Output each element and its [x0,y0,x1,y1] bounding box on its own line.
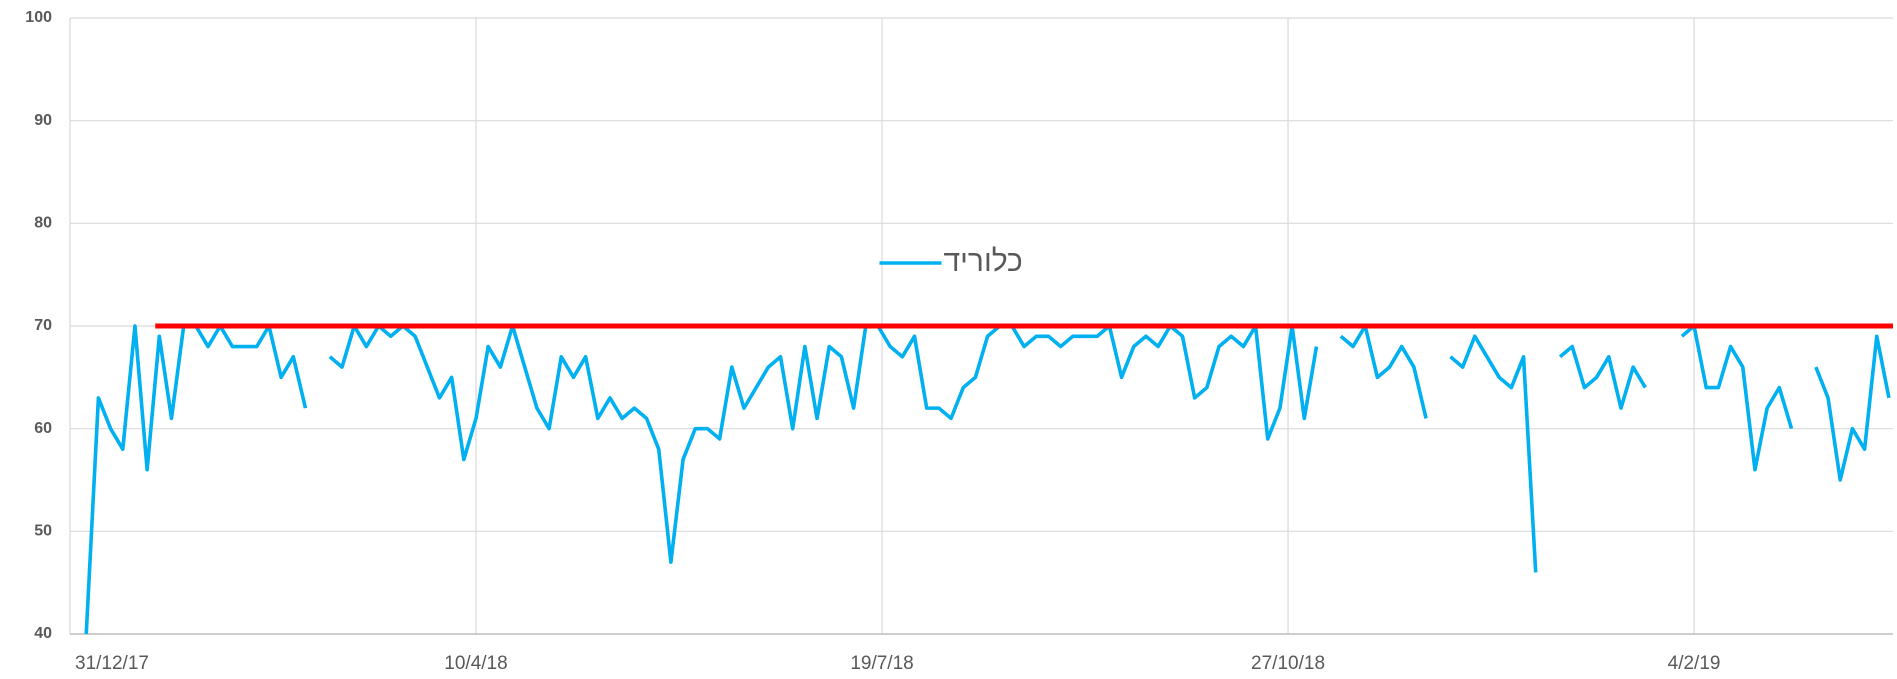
y-tick-label: 100 [25,9,52,26]
y-tick-label: 40 [34,625,52,642]
y-tick-label: 80 [34,215,52,232]
data-line [84,324,1891,635]
y-tick-label: 60 [34,420,52,437]
legend-label: כלוריד [944,245,1023,278]
x-tick-label: 19/7/18 [850,653,913,674]
x-tick-label: 10/4/18 [444,653,507,674]
y-tick-label: 50 [34,523,52,540]
x-tick-label: 31/12/17 [75,653,149,674]
y-tick-label: 90 [34,112,52,129]
x-tick-label: 27/10/18 [1251,653,1325,674]
y-tick-label: 70 [34,317,52,334]
x-tick-label: 4/2/19 [1668,653,1721,674]
